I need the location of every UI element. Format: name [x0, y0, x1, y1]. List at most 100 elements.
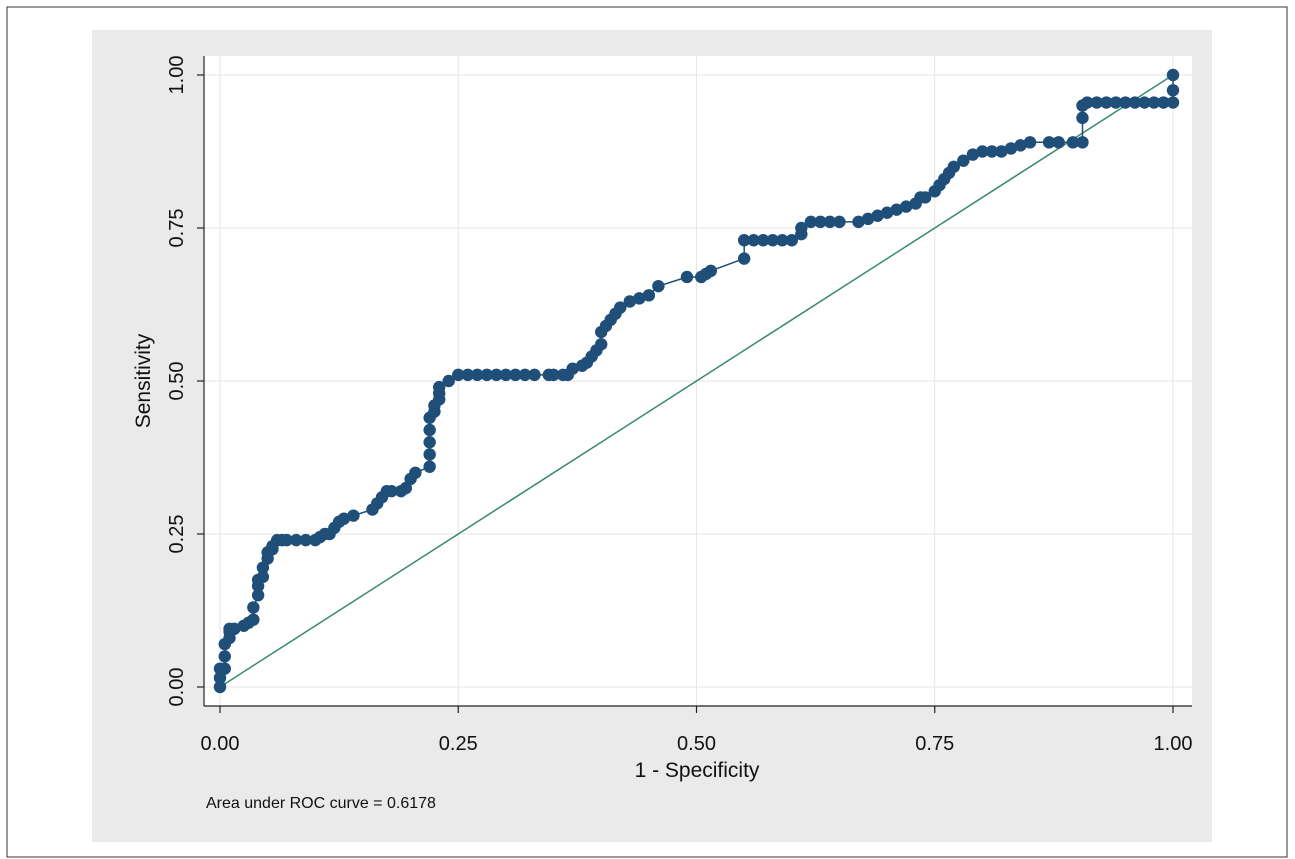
- roc-point: [423, 448, 436, 461]
- y-axis-label: Sensitivity: [132, 333, 155, 428]
- roc-point: [823, 215, 837, 229]
- roc-point: [566, 362, 579, 375]
- roc-point: [452, 368, 465, 382]
- roc-point: [1109, 96, 1123, 109]
- roc-point: [642, 289, 656, 302]
- roc-point: [861, 212, 875, 226]
- y-tick-label: 1.00: [166, 56, 188, 95]
- roc-point: [704, 264, 717, 278]
- roc-point: [1076, 111, 1089, 125]
- roc-point: [785, 234, 798, 247]
- roc-point: [1166, 96, 1180, 109]
- roc-point: [528, 368, 541, 382]
- roc-point: [614, 301, 627, 314]
- roc-point: [766, 234, 779, 247]
- roc-point: [256, 570, 270, 584]
- roc-point: [633, 292, 646, 305]
- roc-point: [595, 338, 608, 351]
- reference-line: [219, 74, 1174, 688]
- roc-point: [966, 148, 980, 161]
- roc-point: [347, 509, 360, 522]
- roc-point: [499, 368, 513, 382]
- roc-point: [1166, 84, 1180, 97]
- roc-point: [409, 466, 422, 479]
- roc-point: [871, 209, 884, 222]
- roc-point: [218, 650, 231, 663]
- roc-point: [1052, 136, 1065, 149]
- x-tick-label: 0.75: [915, 733, 954, 755]
- roc-point: [1076, 136, 1089, 149]
- x-tick-label: 0.00: [201, 733, 240, 755]
- roc-point: [957, 154, 970, 167]
- roc-point: [385, 484, 398, 498]
- roc-point: [737, 252, 751, 265]
- roc-point: [795, 221, 808, 235]
- x-tick-label: 1.00: [1154, 733, 1193, 755]
- x-tick-label: 0.50: [677, 733, 716, 755]
- roc-point: [290, 533, 303, 547]
- roc-point: [1128, 96, 1142, 109]
- roc-point: [976, 145, 989, 158]
- roc-point: [1090, 96, 1103, 109]
- roc-point: [547, 368, 560, 382]
- roc-point: [890, 203, 903, 216]
- roc-point: [899, 200, 913, 213]
- roc-point: [1157, 96, 1170, 109]
- roc-point: [652, 279, 665, 293]
- y-tick-label: 0.50: [166, 362, 188, 401]
- roc-point: [1147, 96, 1161, 109]
- roc-point: [247, 613, 260, 626]
- roc-point: [213, 680, 227, 694]
- roc-point: [1166, 68, 1180, 82]
- roc-point: [1081, 96, 1094, 109]
- roc-point: [737, 234, 751, 247]
- roc-point: [1100, 96, 1113, 109]
- roc-point: [299, 533, 312, 547]
- y-tick-label: 0.75: [166, 209, 188, 248]
- roc-point: [399, 481, 413, 495]
- roc-point: [1119, 96, 1132, 109]
- roc-point: [247, 601, 260, 614]
- y-gridlines: [204, 74, 1192, 688]
- roc-point: [1066, 136, 1080, 149]
- roc-point: [852, 215, 865, 229]
- roc-point: [623, 295, 636, 308]
- roc-point: [680, 270, 694, 284]
- roc-point: [814, 215, 827, 229]
- roc-point: [919, 191, 932, 204]
- roc-point: [518, 368, 532, 382]
- y-tick-label: 0.00: [166, 668, 188, 707]
- roc-point: [1023, 136, 1037, 149]
- roc-point: [995, 145, 1008, 158]
- roc-point: [1042, 136, 1056, 149]
- roc-point: [256, 561, 270, 574]
- roc-point: [1004, 142, 1018, 155]
- roc-point: [218, 662, 231, 675]
- roc-point: [1014, 139, 1027, 152]
- roc-point: [985, 145, 999, 158]
- roc-point: [1138, 96, 1151, 109]
- roc-point: [947, 160, 961, 173]
- x-ticks: 0.00 0.25 0.50 0.75 1.00: [201, 706, 1193, 755]
- roc-point: [228, 622, 241, 636]
- roc-point: [833, 215, 846, 229]
- roc-point: [490, 368, 503, 382]
- roc-curve-points: [213, 68, 1180, 694]
- roc-point: [471, 368, 484, 382]
- roc-point: [337, 512, 351, 525]
- y-tick-label: 0.25: [166, 515, 188, 554]
- roc-point: [213, 671, 227, 685]
- roc-point: [804, 215, 818, 229]
- roc-point: [776, 234, 789, 247]
- roc-point: [461, 368, 474, 382]
- roc-point: [480, 368, 494, 382]
- roc-point: [432, 380, 446, 394]
- roc-point: [747, 234, 760, 247]
- x-axis-label: 1 - Specificity: [635, 759, 760, 782]
- auc-annotation: Area under ROC curve = 0.6178: [206, 795, 436, 812]
- roc-point: [251, 589, 265, 602]
- roc-point: [280, 533, 293, 547]
- roc-point: [423, 460, 436, 473]
